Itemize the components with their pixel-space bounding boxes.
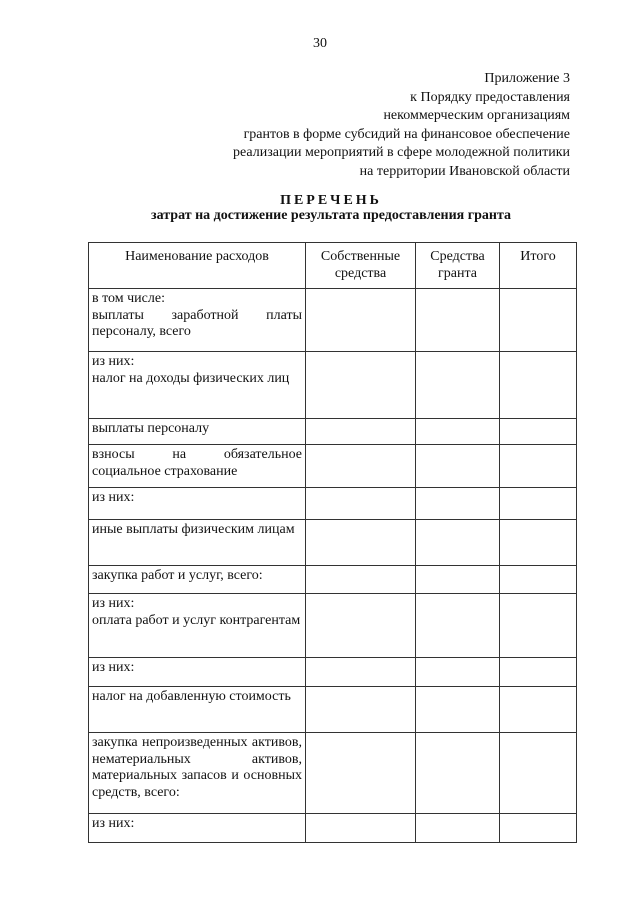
grant-funds-cell[interactable] <box>415 593 500 658</box>
own-funds-cell[interactable] <box>305 593 416 658</box>
own-funds-cell[interactable] <box>305 565 416 594</box>
expense-name-line: налог на добавленную стоимость <box>92 689 291 704</box>
grant-funds-cell[interactable] <box>415 686 500 733</box>
own-funds-cell[interactable] <box>305 288 416 352</box>
own-funds-cell[interactable] <box>305 351 416 419</box>
expense-name-line: из них: <box>92 660 135 675</box>
expense-name-line: из них: <box>92 816 135 831</box>
total-cell[interactable] <box>499 686 577 733</box>
table-row: закупка непроизведенных активов, нематер… <box>88 732 577 814</box>
expense-name-cell: закупка работ и услуг, всего: <box>88 565 306 594</box>
expense-name-cell: закупка непроизведенных активов, нематер… <box>88 732 306 814</box>
own-funds-cell[interactable] <box>305 418 416 445</box>
table-row: из них: <box>88 813 577 843</box>
grant-funds-cell[interactable] <box>415 565 500 594</box>
header-total: Итого <box>499 242 577 289</box>
table-row: из них: налог на доходы физических лиц <box>88 351 577 419</box>
own-funds-cell[interactable] <box>305 813 416 843</box>
expense-name-line: закупка непроизведенных активов, нематер… <box>92 735 302 800</box>
expense-name-cell: из них: <box>88 813 306 843</box>
table-row: налог на добавленную стоимость <box>88 686 577 733</box>
grant-funds-cell[interactable] <box>415 657 500 687</box>
header-grant-funds: Средства гранта <box>415 242 500 289</box>
total-cell[interactable] <box>499 732 577 814</box>
grant-funds-cell[interactable] <box>415 288 500 352</box>
table-row: из них: <box>88 657 577 687</box>
expense-name-line: из них: <box>92 596 135 611</box>
expense-name-cell: выплаты персоналу <box>88 418 306 445</box>
expense-name-cell: в том числе: выплаты заработной платы пер… <box>88 288 306 352</box>
expense-name-line: из них: <box>92 354 135 369</box>
own-funds-cell[interactable] <box>305 487 416 520</box>
expense-name-line: взносы на обязательное социальное страхо… <box>92 447 302 479</box>
expense-name-line: закупка работ и услуг, всего: <box>92 568 263 583</box>
own-funds-cell[interactable] <box>305 732 416 814</box>
total-cell[interactable] <box>499 487 577 520</box>
table-row: иные выплаты физическим лицам <box>88 519 577 566</box>
total-cell[interactable] <box>499 657 577 687</box>
expense-name-line: выплаты заработной платы персоналу, всег… <box>92 307 302 340</box>
expense-name-cell: налог на добавленную стоимость <box>88 686 306 733</box>
total-cell[interactable] <box>499 813 577 843</box>
expense-name-line: в том числе: <box>92 291 165 306</box>
appendix-header: Приложение 3 к Порядку предоставления не… <box>233 70 570 182</box>
total-cell[interactable] <box>499 351 577 419</box>
grant-funds-cell[interactable] <box>415 418 500 445</box>
total-cell[interactable] <box>499 565 577 594</box>
grant-funds-cell[interactable] <box>415 519 500 566</box>
grant-funds-cell[interactable] <box>415 444 500 488</box>
own-funds-cell[interactable] <box>305 444 416 488</box>
header-expense-name: Наименование расходов <box>88 242 306 289</box>
expense-name-cell: из них: оплата работ и услуг контрагентам <box>88 593 306 658</box>
grant-funds-cell[interactable] <box>415 732 500 814</box>
own-funds-cell[interactable] <box>305 519 416 566</box>
expense-name-line: выплаты персоналу <box>92 421 210 436</box>
table-row: взносы на обязательное социальное страхо… <box>88 444 577 488</box>
expense-name-line: налог на доходы физических лиц <box>92 370 290 386</box>
table-row: из них: оплата работ и услуг контрагентам <box>88 593 577 658</box>
own-funds-cell[interactable] <box>305 686 416 733</box>
table-row: закупка работ и услуг, всего: <box>88 565 577 594</box>
table-row: выплаты персоналу <box>88 418 577 445</box>
expense-name-line: иные выплаты физическим лицам <box>92 522 295 537</box>
appendix-line: на территории Ивановской области <box>359 163 570 179</box>
expense-name-line: из них: <box>92 490 135 505</box>
expense-name-line: оплата работ и услуг контрагентам <box>92 612 301 628</box>
table-row: в том числе: выплаты заработной платы пер… <box>88 288 577 352</box>
grant-funds-cell[interactable] <box>415 351 500 419</box>
appendix-line: грантов в форме субсидий на финансовое о… <box>243 126 570 142</box>
table-row: из них: <box>88 487 577 520</box>
expense-name-cell: из них: <box>88 487 306 520</box>
expenses-table: Наименование расходов Собственные средст… <box>88 242 577 843</box>
own-funds-cell[interactable] <box>305 657 416 687</box>
total-cell[interactable] <box>499 288 577 352</box>
expense-name-cell: взносы на обязательное социальное страхо… <box>88 444 306 488</box>
total-cell[interactable] <box>499 519 577 566</box>
header-own-funds: Собственные средства <box>305 242 416 289</box>
grant-funds-cell[interactable] <box>415 487 500 520</box>
expense-name-cell: из них: <box>88 657 306 687</box>
total-cell[interactable] <box>499 444 577 488</box>
appendix-line: Приложение 3 <box>484 71 570 86</box>
document-subtitle: затрат на достижение результата предоста… <box>150 208 512 223</box>
total-cell[interactable] <box>499 418 577 445</box>
page-number: 30 <box>313 36 327 51</box>
appendix-line: некоммерческим организациям <box>383 108 570 124</box>
total-cell[interactable] <box>499 593 577 658</box>
appendix-line: к Порядку предоставления <box>410 89 570 105</box>
appendix-line: реализации мероприятий в сфере молодежно… <box>233 145 570 161</box>
document-title: ПЕРЕЧЕНЬ <box>280 193 382 208</box>
grant-funds-cell[interactable] <box>415 813 500 843</box>
table-header-row: Наименование расходов Собственные средст… <box>88 242 577 289</box>
expense-name-cell: из них: налог на доходы физических лиц <box>88 351 306 419</box>
expense-name-cell: иные выплаты физическим лицам <box>88 519 306 566</box>
